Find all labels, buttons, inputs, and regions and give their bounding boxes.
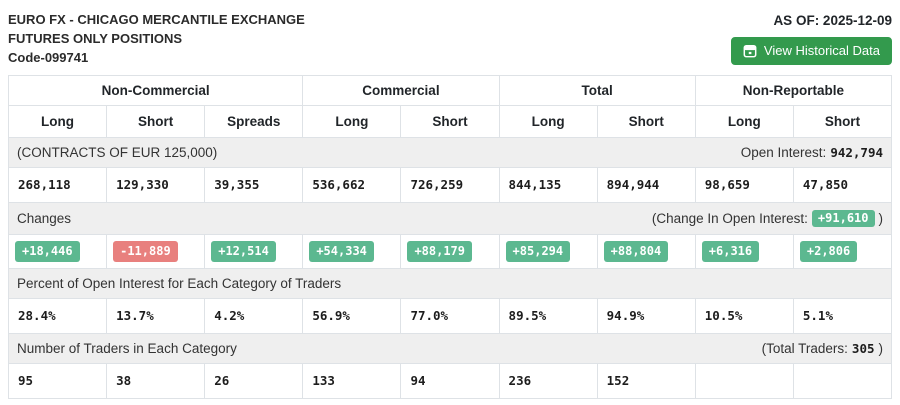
view-historical-data-button[interactable]: View Historical Data [730,37,892,65]
pct-c-short: 77.0% [410,308,449,323]
group-header-non-reportable: Non-Reportable [694,75,893,106]
oi-nr-long: 98,659 [704,177,750,192]
traders-label-row: Number of Traders in Each Category (Tota… [8,333,892,364]
change-nc-short: -11,889 [113,241,178,262]
oi-nr-short: 47,850 [802,177,849,192]
contracts-label-row: (CONTRACTS OF EUR 125,000) Open Interest… [8,137,892,168]
percent-label: Percent of Open Interest for Each Catego… [17,276,342,291]
col-header-t-long: Long [498,105,598,138]
traders-t-long: 236 [508,373,532,388]
pct-nr-short: 5.1% [802,308,833,323]
change-c-short: +88,179 [407,241,473,262]
group-header-row: Non-Commercial Commercial Total Non-Repo… [7,75,893,106]
change-nc-spreads: +12,514 [211,241,276,262]
col-header-nc-short: Short [106,105,206,138]
changes-label-row: Changes (Change In Open Interest: +91,61… [8,202,892,235]
open-interest-label: Open Interest: [740,145,827,160]
col-header-nc-spreads: Spreads [204,105,304,138]
contracts-unit-label: (CONTRACTS OF EUR 125,000) [17,145,218,160]
pct-nc-long: 28.4% [18,308,56,323]
report-title-line-1: EURO FX - CHICAGO MERCANTILE EXCHANGE [8,12,305,27]
change-t-short: +88,804 [603,241,669,262]
total-traders-prefix: (Total Traders: [761,341,848,356]
traders-t-short: 152 [606,373,630,388]
col-header-nc-long: Long [7,105,108,138]
pct-nc-short: 13.7% [116,308,154,323]
open-interest-values-row: 268,118 129,330 39,355 536,662 726,259 8… [7,167,893,203]
total-traders-value: 305 [851,341,875,356]
change-oi-suffix: ) [878,211,884,226]
group-header-non-commercial: Non-Commercial [7,75,304,106]
traders-nc-long: 95 [18,373,34,388]
report-code: Code-099741 [8,50,89,65]
header-right: AS OF: 2025-12-09 View Historical Data [730,10,892,65]
changes-label: Changes [17,211,72,226]
open-interest-value: 942,794 [830,145,883,160]
total-traders-note: (Total Traders: 305 ) [762,341,883,356]
traders-c-short: 94 [410,373,426,388]
percent-label-row: Percent of Open Interest for Each Catego… [8,268,892,299]
group-header-total: Total [498,75,696,106]
traders-values-row: 95 38 26 133 94 236 152 [7,363,893,399]
change-t-long: +85,294 [505,241,571,262]
pct-t-short: 94.9% [606,308,645,323]
cot-report-table: Non-Commercial Commercial Total Non-Repo… [7,75,893,399]
traders-nc-short: 38 [116,373,132,388]
change-oi-badge: +91,610 [811,210,875,227]
pct-nr-long: 10.5% [704,308,743,323]
as-of-date: AS OF: 2025-12-09 [773,13,892,28]
page-header: EURO FX - CHICAGO MERCANTILE EXCHANGE FU… [0,0,900,73]
col-header-nr-long: Long [694,105,794,138]
column-header-row: Long Short Spreads Long Short Long Short… [7,105,893,138]
oi-c-long: 536,662 [312,177,366,192]
oi-t-long: 844,135 [508,177,562,192]
change-in-open-interest-note: (Change In Open Interest: +91,610 ) [652,210,883,227]
change-nc-long: +18,446 [15,241,80,262]
pct-nc-spreads: 4.2% [214,308,245,323]
pct-c-long: 56.9% [312,308,350,323]
col-header-t-short: Short [596,105,696,138]
oi-nc-short: 129,330 [116,177,169,192]
col-header-c-short: Short [400,105,500,138]
change-c-long: +54,334 [309,241,374,262]
oi-c-short: 726,259 [410,177,464,192]
calendar-icon [743,44,757,58]
pct-t-long: 89.5% [508,308,547,323]
change-nr-short: +2,806 [799,241,858,262]
open-interest-note: Open Interest: 942,794 [741,145,883,160]
col-header-nr-short: Short [792,105,893,138]
traders-c-long: 133 [312,373,335,388]
total-traders-suffix: ) [878,341,884,356]
changes-values-row: +18,446 -11,889 +12,514 +54,334 +88,179 … [7,234,893,269]
oi-t-short: 894,944 [606,177,660,192]
col-header-c-long: Long [302,105,402,138]
report-title-line-2: FUTURES ONLY POSITIONS [8,31,183,46]
traders-label: Number of Traders in Each Category [17,341,237,356]
group-header-commercial: Commercial [302,75,500,106]
percent-values-row: 28.4% 13.7% 4.2% 56.9% 77.0% 89.5% 94.9%… [7,298,893,334]
oi-nc-long: 268,118 [18,177,71,192]
change-oi-prefix: (Change In Open Interest: [651,211,808,226]
oi-nc-spreads: 39,355 [214,177,260,192]
change-nr-long: +6,316 [701,241,760,262]
report-title: EURO FX - CHICAGO MERCANTILE EXCHANGE FU… [8,10,305,67]
traders-nc-spreads: 26 [214,373,230,388]
view-historical-data-label: View Historical Data [763,43,880,58]
